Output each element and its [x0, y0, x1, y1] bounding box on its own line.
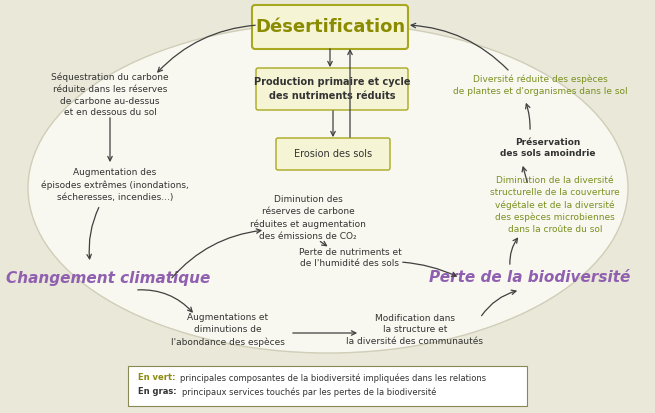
Text: Erosion des sols: Erosion des sols	[294, 149, 372, 159]
FancyBboxPatch shape	[252, 5, 408, 49]
Text: Diminution des
réserves de carbone
réduites et augmentation
des émissions de CO₂: Diminution des réserves de carbone rédui…	[250, 195, 366, 240]
Text: Perte de nutriments et
de l'humidité des sols: Perte de nutriments et de l'humidité des…	[299, 248, 402, 268]
Text: Perte de la biodiversité: Perte de la biodiversité	[429, 271, 631, 285]
Text: Préservation
des sols amoindrie: Préservation des sols amoindrie	[500, 138, 596, 159]
FancyBboxPatch shape	[256, 68, 408, 110]
Text: Modification dans
la structure et
la diversité des communautés: Modification dans la structure et la div…	[346, 314, 483, 346]
Text: Diversité réduite des espèces
de plantes et d'organismes dans le sol: Diversité réduite des espèces de plantes…	[453, 74, 627, 96]
FancyBboxPatch shape	[128, 366, 527, 406]
Text: principales composantes de la biodiversité impliquées dans les relations: principales composantes de la biodiversi…	[180, 373, 486, 383]
Text: Augmentations et
diminutions de
l'abondance des espèces: Augmentations et diminutions de l'abonda…	[171, 313, 285, 347]
Text: Séquestration du carbone
réduite dans les réserves
de carbone au-dessus
et en de: Séquestration du carbone réduite dans le…	[51, 73, 169, 117]
Text: En gras:: En gras:	[138, 387, 177, 396]
Text: En vert:: En vert:	[138, 373, 176, 382]
FancyBboxPatch shape	[276, 138, 390, 170]
Text: Augmentation des
épisodes extrêmes (inondations,
sécheresses, incendies...): Augmentation des épisodes extrêmes (inon…	[41, 169, 189, 202]
Ellipse shape	[28, 23, 628, 353]
Text: Changement climatique: Changement climatique	[6, 271, 210, 285]
Text: Diminution de la diversité
structurelle de la couverture
végétale et de la diver: Diminution de la diversité structurelle …	[490, 176, 620, 234]
Text: Désertification: Désertification	[255, 18, 405, 36]
Text: Production primaire et cycle
des nutriments réduits: Production primaire et cycle des nutrime…	[253, 77, 410, 101]
Text: principaux services touchés par les pertes de la biodiversité: principaux services touchés par les pert…	[182, 387, 436, 397]
